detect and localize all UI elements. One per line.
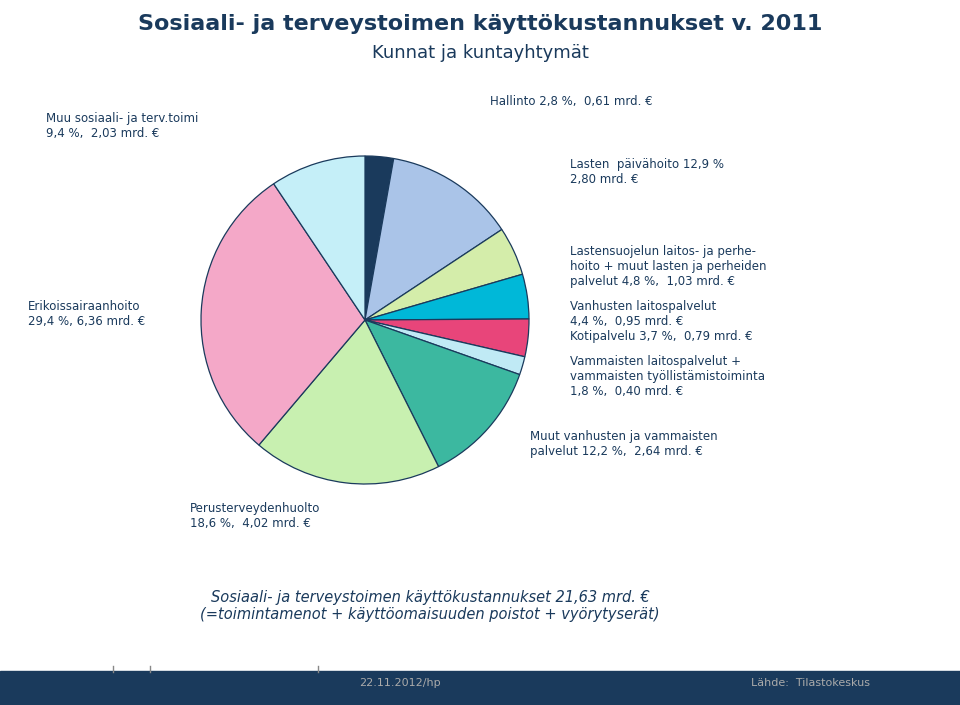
Text: Kunnat ja kuntayhtymät: Kunnat ja kuntayhtymät [372, 44, 588, 62]
Text: Erikoissairaanhoito
29,4 %, 6,36 mrd. €: Erikoissairaanhoito 29,4 %, 6,36 mrd. € [28, 300, 145, 328]
Wedge shape [365, 159, 502, 320]
Text: Lähde:  Tilastokeskus: Lähde: Tilastokeskus [751, 678, 870, 688]
Text: Muut vanhusten ja vammaisten
palvelut 12,2 %,  2,64 mrd. €: Muut vanhusten ja vammaisten palvelut 12… [530, 430, 718, 458]
Text: Hallinto 2,8 %,  0,61 mrd. €: Hallinto 2,8 %, 0,61 mrd. € [490, 95, 653, 108]
Wedge shape [365, 156, 394, 320]
Wedge shape [365, 320, 519, 467]
Wedge shape [365, 319, 529, 357]
Text: Lasten  päivähoito 12,9 %
2,80 mrd. €: Lasten päivähoito 12,9 % 2,80 mrd. € [570, 158, 724, 186]
Wedge shape [365, 274, 529, 320]
Text: Vanhusten laitospalvelut
4,4 %,  0,95 mrd. €: Vanhusten laitospalvelut 4,4 %, 0,95 mrd… [570, 300, 716, 328]
Text: Sosiaali- ja terveystoimen käyttökustannukset v. 2011: Sosiaali- ja terveystoimen käyttökustann… [138, 14, 822, 34]
Wedge shape [274, 156, 365, 320]
Wedge shape [259, 320, 439, 484]
Bar [0, 671, 960, 705]
Text: Muu sosiaali- ja terv.toimi
9,4 %,  2,03 mrd. €: Muu sosiaali- ja terv.toimi 9,4 %, 2,03 … [46, 112, 198, 140]
Text: 22.11.2012/hp: 22.11.2012/hp [359, 678, 441, 688]
Text: Vammaisten laitospalvelut +
vammaisten työllistämistoiminta
1,8 %,  0,40 mrd. €: Vammaisten laitospalvelut + vammaisten t… [570, 355, 765, 398]
Wedge shape [365, 230, 522, 320]
Text: Perusterveydenhuolto
18,6 %,  4,02 mrd. €: Perusterveydenhuolto 18,6 %, 4,02 mrd. € [190, 502, 321, 530]
Wedge shape [365, 320, 525, 374]
Text: Kotipalvelu 3,7 %,  0,79 mrd. €: Kotipalvelu 3,7 %, 0,79 mrd. € [570, 330, 753, 343]
Text: Sosiaali- ja terveystoimen käyttökustannukset 21,63 mrd. €
(=toimintamenot + käy: Sosiaali- ja terveystoimen käyttökustann… [201, 590, 660, 623]
Text: Lastensuojelun laitos- ja perhe-
hoito + muut lasten ja perheiden
palvelut 4,8 %: Lastensuojelun laitos- ja perhe- hoito +… [570, 245, 766, 288]
Wedge shape [201, 184, 365, 445]
